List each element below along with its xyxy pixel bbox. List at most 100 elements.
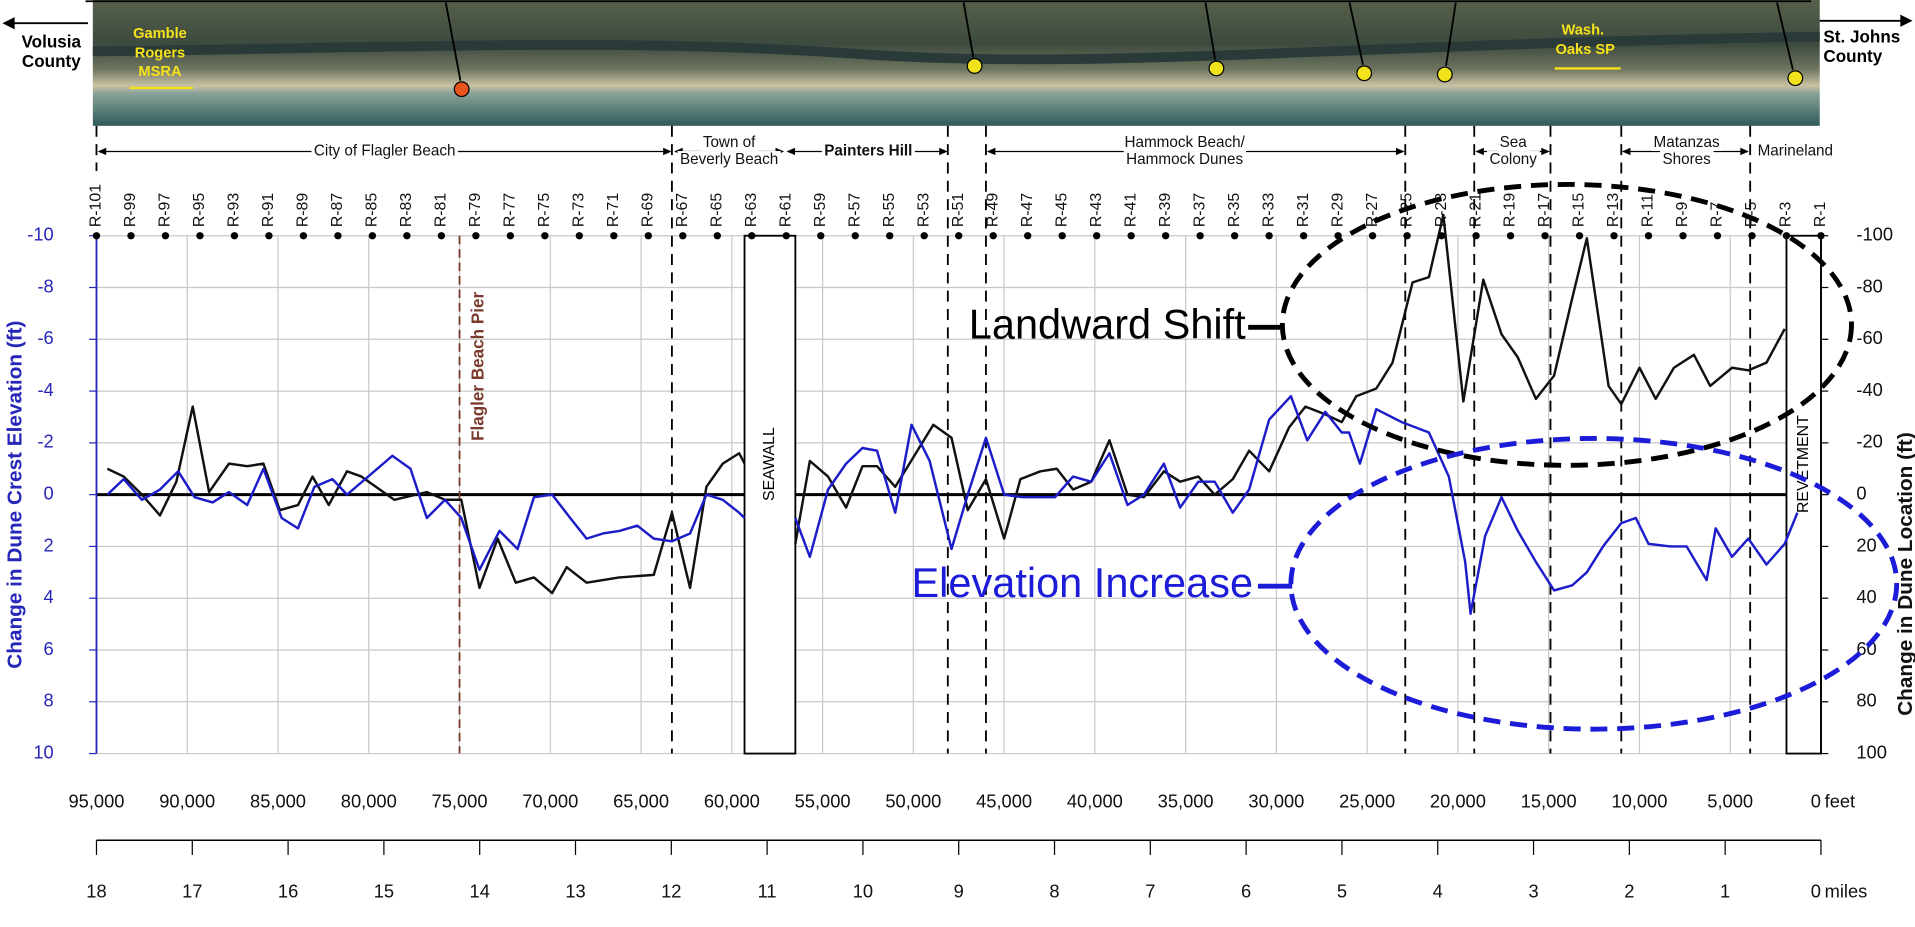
y-tick-label: -2 [37,431,53,452]
monument-dot [1679,232,1686,239]
y2-tick-label: -60 [1856,327,1882,348]
pin [1788,71,1803,86]
x-tick-label: 70,000 [522,790,578,811]
section-label: Shores [1662,151,1711,168]
monument-dot [1059,232,1066,239]
monument-label: R-65 [708,193,725,228]
arrow-head [1622,148,1631,155]
x2-tick-label: 14 [470,881,490,902]
x2-tick-label: 8 [1049,881,1059,902]
monument-label: R-53 [915,193,932,228]
monument-dot [1472,232,1479,239]
x-tick-label: 55,000 [795,790,851,811]
monument-dot [645,232,652,239]
x2-tick-label: 17 [182,881,202,902]
monument-label: R-35 [1226,193,1243,228]
y-tick-label: 6 [44,638,54,659]
section-label: Beverly Beach [680,151,778,168]
monument-label: R-67 [674,193,691,228]
monument-dot [231,232,238,239]
monument-dot [1507,232,1514,239]
x2-unit: miles [1825,881,1868,902]
x2-tick-label: 5 [1337,881,1347,902]
monument-dot [1024,232,1031,239]
x-tick-label: 10,000 [1611,790,1667,811]
x-tick-label: 35,000 [1158,790,1214,811]
pin [1357,66,1372,81]
monument-label: R-87 [329,193,346,228]
monument-dot [472,232,479,239]
monument-dot [1541,232,1548,239]
x2-tick-label: 13 [565,881,585,902]
county-label: County [1823,47,1882,66]
monument-label: R-51 [950,193,967,228]
section-label: City of Flagler Beach [314,142,456,159]
x-tick-label: 45,000 [976,790,1032,811]
monument-dot [1369,232,1376,239]
x-tick-label: 25,000 [1339,790,1395,811]
monument-label: R-29 [1329,193,1346,228]
y-axis-title: Change in Dune Crest Elevation (ft) [3,321,26,669]
monument-dot [162,232,169,239]
x-tick-label: 15,000 [1521,790,1577,811]
monument-dot [783,232,790,239]
monument-label: R-79 [467,193,484,228]
monument-label: R-101 [88,184,105,227]
pin [1209,61,1224,76]
x2-tick-label: 4 [1433,881,1443,902]
monument-label: R-55 [881,193,898,228]
monument-dot [1817,232,1824,239]
monument-label: R-21 [1467,193,1484,228]
y2-tick-label: -20 [1856,431,1882,452]
y-tick-label: 0 [44,482,54,503]
x2-tick-label: 9 [954,881,964,902]
y2-tick-label: 0 [1856,482,1866,503]
monument-label: R-91 [260,193,277,228]
chart: Volusia County St. Johns County Gamble R… [0,0,1915,927]
x-tick-label: 20,000 [1430,790,1486,811]
monument-dot [1576,232,1583,239]
monument-dot [93,232,100,239]
x-tick-label: 40,000 [1067,790,1123,811]
x2-tick-label: 12 [661,881,681,902]
y-tick-label: -6 [37,327,53,348]
monument-dot [1231,232,1238,239]
y-tick-label: -4 [37,379,53,400]
section-label: Hammock Beach/ [1124,134,1245,151]
monument-dot [1438,232,1445,239]
structure-label: SEAWALL [761,427,778,501]
monument-label: R-63 [743,193,760,228]
monument-label: R-71 [605,193,622,228]
monument-label: R-15 [1571,193,1588,228]
y-tick-label: 10 [33,741,53,762]
x-tick-label: 75,000 [432,790,488,811]
park-label: Wash. [1562,22,1605,38]
monument-label: R-47 [1019,193,1036,228]
y2-tick-label: -80 [1856,275,1882,296]
arrow-head [1740,148,1749,155]
arrow-head [98,148,107,155]
monument-label: R-49 [984,193,1001,228]
y2-tick-label: 20 [1856,534,1876,555]
monument-dot [610,232,617,239]
monument-label: R-73 [571,193,588,228]
x-tick-label: 80,000 [341,790,397,811]
monument-dot [334,232,341,239]
section-label: Matanzas [1654,134,1720,151]
monument-dot [714,232,721,239]
x2-tick-label: 10 [853,881,873,902]
park-label: Oaks SP [1556,42,1616,58]
annotation: Landward Shift [969,300,1246,347]
pin [1437,67,1452,82]
monument-label: R-45 [1053,193,1070,228]
arrow-head [787,148,796,155]
y2-tick-label: -40 [1856,379,1882,400]
x2-tick-label: 6 [1241,881,1251,902]
section-label: Town of [703,134,756,151]
arrow-head [1396,148,1405,155]
data-line [107,215,1784,593]
x2-tick-label: 18 [86,881,106,902]
y-tick-label: -10 [27,224,53,245]
y-tick-label: 4 [44,586,54,607]
x-unit: feet [1825,790,1856,811]
